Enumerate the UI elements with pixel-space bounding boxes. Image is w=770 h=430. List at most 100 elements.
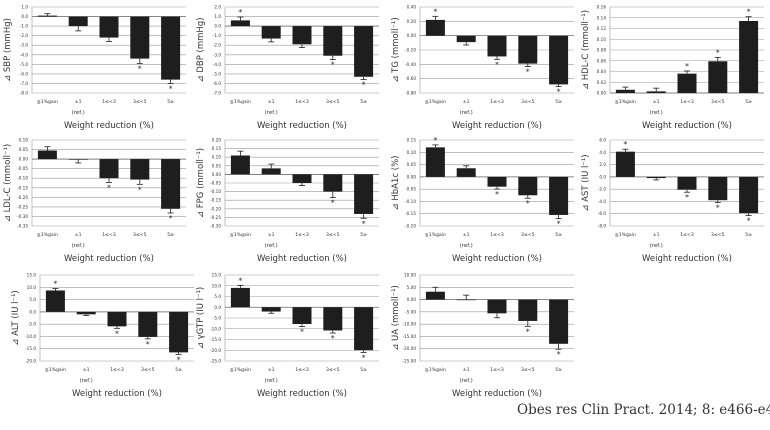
y-tick-label: 5.00 (407, 285, 417, 290)
significance-marker: * (747, 217, 751, 226)
y-tick-label: 0.00 (212, 172, 222, 177)
y-tick-label: -5.0 (213, 316, 222, 321)
category-label: 5≥ (555, 367, 562, 373)
x-axis-label: Weight reduction (%) (642, 254, 732, 264)
category-label: 5≥ (360, 99, 367, 105)
y-tick-label: 0.05 (407, 162, 417, 167)
significance-marker: * (685, 193, 689, 202)
bar (261, 168, 281, 175)
category-label: 1≤<3 (490, 232, 504, 238)
y-tick-label: -2.0 (20, 33, 29, 38)
y-tick-label: 1.0 (214, 14, 221, 19)
significance-marker: * (238, 8, 242, 17)
y-tick-label: 0.0 (21, 14, 28, 19)
y-tick-label: 0.20 (212, 138, 222, 143)
bar (646, 176, 666, 179)
y-tick-label: -5.00 (405, 309, 416, 314)
category-label: ≧1%gain (45, 367, 66, 373)
significance-marker: * (362, 81, 366, 90)
bar (677, 73, 697, 93)
x-axis-label: Weight reduction (%) (72, 389, 162, 399)
category-label: 3≤<5 (326, 232, 340, 238)
y-tick-label: -6.0 (598, 211, 607, 216)
y-tick-label: 0.0 (599, 174, 606, 179)
significance-marker: * (526, 327, 530, 336)
bar (487, 176, 507, 187)
bar (487, 35, 507, 57)
y-tick-label: -20.0 (210, 348, 221, 353)
category-label: 1≤<3 (680, 99, 694, 105)
y-tick-label: -0.25 (17, 204, 28, 209)
bar (169, 311, 189, 353)
y-tick-label: -25.00 (403, 359, 417, 364)
category-label: 5≥ (555, 232, 562, 238)
category-label: ≧1%gain (230, 99, 251, 105)
y-tick-label: -0.15 (405, 211, 416, 216)
bar (230, 20, 250, 27)
significance-marker: * (526, 199, 530, 208)
y-tick-label: 0.0 (29, 309, 36, 314)
significance-marker: * (300, 328, 304, 337)
category-label: 3≤<5 (326, 367, 340, 373)
bar-chart-4: 0.10 0.05 0.00 -0.05 -0.10 -0.15 -0.20 -0.25 -0.… (3, 138, 186, 264)
bar (161, 16, 181, 80)
y-tick-label: -5.0 (28, 322, 37, 327)
significance-marker: * (53, 280, 57, 289)
bar (518, 176, 538, 196)
category-label: 3≤<5 (521, 99, 535, 105)
bar (615, 89, 635, 93)
y-tick-label: -20.0 (25, 359, 36, 364)
category-label: 3≤<5 (133, 99, 147, 105)
y-tick-label: -7.0 (20, 81, 29, 86)
category-label: 1≤<3 (295, 367, 309, 373)
y-tick-label: 5.0 (29, 297, 36, 302)
y-tick-label: -2.0 (598, 187, 607, 192)
bar (130, 159, 150, 180)
y-tick-label: -0.15 (17, 185, 28, 190)
y-tick-label: -0.05 (210, 181, 221, 186)
category-label: 5≥ (167, 99, 174, 105)
category-label: ≧1%gain (37, 232, 58, 238)
y-axis-label: ⊿ ALT (IU l⁻¹) (11, 290, 21, 345)
reference-note: (ref.) (72, 243, 85, 249)
reference-note: (ref.) (265, 110, 278, 116)
y-tick-label: 0.0 (214, 24, 221, 29)
y-tick-label: -0.60 (405, 76, 416, 81)
y-tick-label: 0.10 (407, 150, 417, 155)
y-tick-label: -15.00 (403, 334, 417, 339)
bar (518, 35, 538, 64)
bar (292, 174, 312, 183)
bar (677, 176, 697, 190)
category-label: ≧1%gain (425, 232, 446, 238)
bar (138, 311, 158, 337)
x-axis-label: Weight reduction (%) (257, 121, 347, 131)
category-label: ≧1%gain (425, 99, 446, 105)
significance-marker: * (177, 355, 181, 364)
significance-marker: * (138, 185, 142, 194)
y-axis-label: ⊿ LDL-C (mmoll⁻¹) (3, 144, 13, 222)
bar-chart-1: 2.0 1.0 0.0 -1.0 -2.0 -3.0 -4.0 -5.0 -6.0 -7.0 * ≧1… (196, 5, 379, 131)
significance-marker: * (331, 334, 335, 343)
category-label: ±1 (463, 232, 470, 238)
y-tick-label: 0.15 (407, 138, 417, 143)
y-tick-label: -0.05 (405, 187, 416, 192)
significance-marker: * (169, 214, 173, 223)
bar (739, 20, 759, 94)
bar (37, 150, 57, 160)
y-tick-label: 0.00 (407, 174, 417, 179)
bar (425, 19, 445, 36)
y-tick-label: -0.20 (210, 206, 221, 211)
significance-marker: * (623, 140, 627, 149)
y-tick-label: -4.0 (598, 199, 607, 204)
y-tick-label: -0.20 (405, 48, 416, 53)
y-tick-label: -20.00 (403, 346, 417, 351)
category-label: ±1 (75, 99, 82, 105)
bar (99, 16, 119, 38)
significance-marker: * (238, 276, 242, 285)
y-axis-label: ⊿ FPG (mmoll⁻¹) (196, 148, 206, 218)
significance-marker: * (331, 199, 335, 208)
significance-marker: * (433, 7, 437, 16)
y-tick-label: -10.0 (210, 326, 221, 331)
significance-marker: * (495, 190, 499, 199)
bar (161, 159, 181, 209)
